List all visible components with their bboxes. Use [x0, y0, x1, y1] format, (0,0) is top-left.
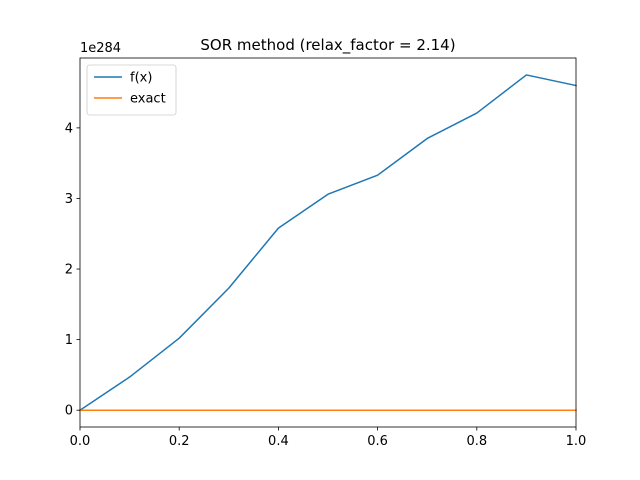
x-tick-label: 0.6	[367, 434, 388, 449]
y-offset-label: 1e284	[80, 41, 121, 56]
legend: f(x) exact	[86, 64, 177, 116]
y-tick-label: 1	[65, 333, 73, 348]
legend-label: exact	[130, 92, 166, 107]
y-tick-label: 3	[65, 192, 73, 207]
x-tick-label: 0.2	[169, 434, 190, 449]
legend-label: f(x)	[130, 71, 152, 86]
x-tick-label: 0.8	[466, 434, 487, 449]
x-tick-label: 0.0	[70, 434, 91, 449]
axes-frame	[79, 57, 577, 428]
x-tick-label: 0.4	[268, 434, 289, 449]
plot-area: 0.0 0.2 0.4 0.6 0.8 1.0 0 1 2 3 4	[65, 57, 587, 449]
y-tick-label: 0	[65, 404, 73, 419]
chart-title: SOR method (relax_factor = 2.14)	[200, 36, 455, 55]
x-tick-label: 1.0	[566, 434, 587, 449]
y-tick-label: 4	[65, 121, 73, 136]
y-tick-label: 2	[65, 263, 73, 278]
series-line-1	[78, 74, 577, 412]
